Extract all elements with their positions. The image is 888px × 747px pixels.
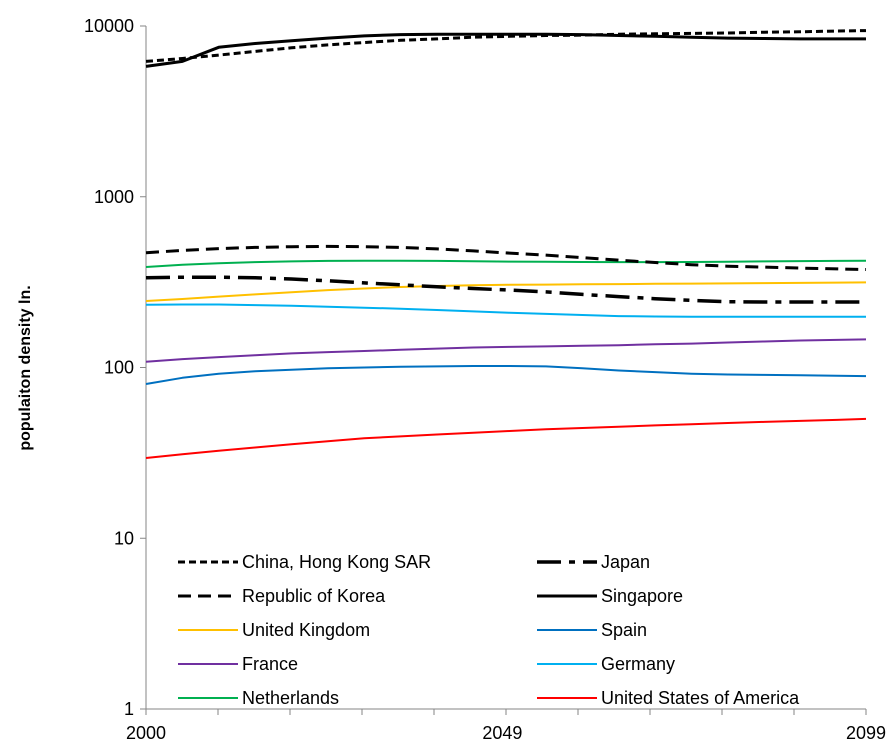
legend-label-5: Spain: [601, 620, 647, 640]
legend-label-7: Germany: [601, 654, 675, 674]
legend-label-8: Netherlands: [242, 688, 339, 708]
legend-label-3: Singapore: [601, 586, 683, 606]
y-axis-title: populaiton density ln.: [17, 285, 34, 450]
series-line-0: [145, 29, 867, 63]
legend-label-9: United States of America: [601, 688, 800, 708]
series-line-1: [145, 275, 866, 304]
series-layer: [145, 29, 867, 459]
y-tick-label: 10000: [84, 16, 134, 36]
legend-label-1: Japan: [601, 552, 650, 572]
series-line-6: [145, 338, 867, 363]
y-tick-label: 10: [114, 528, 134, 548]
y-tick-label: 1000: [94, 187, 134, 207]
legend-label-6: France: [242, 654, 298, 674]
legend-label-2: Republic of Korea: [242, 586, 386, 606]
series-line-5: [145, 365, 867, 385]
legend-label-0: China, Hong Kong SAR: [242, 552, 431, 572]
series-line-9: [145, 417, 867, 459]
legend-label-4: United Kingdom: [242, 620, 370, 640]
series-line-8: [145, 259, 867, 268]
x-tick-label: 2099: [846, 723, 886, 743]
y-tick-label: 1: [124, 699, 134, 719]
series-line-3: [145, 32, 866, 68]
series-line-7: [145, 303, 866, 318]
series-line-2: [145, 244, 867, 271]
series-line-4: [145, 281, 867, 302]
x-tick-label: 2049: [482, 723, 522, 743]
legend: China, Hong Kong SAR Japan Republic of Kor…: [178, 552, 800, 708]
chart-axes: 1 10 100 1000 10000 2000 2049 2099: [84, 16, 886, 743]
x-tick-label: 2000: [126, 723, 166, 743]
y-tick-label: 100: [104, 358, 134, 378]
